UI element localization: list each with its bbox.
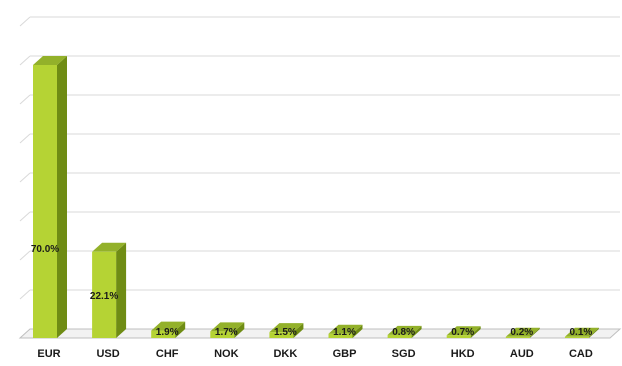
bar-hkd-top [446, 326, 481, 336]
category-label-nok: NOK [214, 348, 239, 360]
data-label-nok: 1.7% [215, 327, 238, 338]
bar-dkk-top [269, 323, 304, 333]
bar-usd-top [92, 242, 127, 252]
data-label-eur: 70.0% [31, 244, 59, 255]
bar-hkd-side [470, 326, 481, 338]
category-label-hkd: HKD [451, 348, 475, 360]
data-label-gbp: 1.1% [333, 327, 356, 338]
gridline-depth [19, 133, 31, 144]
bar-aud-top [505, 327, 540, 337]
bar-aud [505, 327, 540, 338]
bar-eur-front [33, 65, 57, 338]
bar-sgd-front [387, 334, 412, 338]
category-label-dkk: DKK [273, 348, 297, 360]
gridline-depth [19, 211, 31, 222]
bar-chf-front [151, 330, 176, 338]
bar-chf-side [175, 321, 186, 338]
bar-dkk [269, 323, 304, 338]
bar-gbp [328, 324, 363, 338]
data-label-dkk: 1.5% [274, 327, 297, 338]
bar-aud-side [529, 327, 540, 338]
category-label-sgd: SGD [392, 348, 416, 360]
category-label-usd: USD [96, 348, 119, 360]
bar-nok-front [210, 331, 235, 338]
bar-nok-side [234, 322, 245, 338]
category-label-gbp: GBP [333, 348, 357, 360]
bar-gbp-front [328, 333, 353, 338]
bar-sgd-top [387, 325, 422, 335]
gridline-depth [19, 250, 31, 261]
gridline-depth [19, 16, 31, 27]
category-label-cad: CAD [569, 348, 593, 360]
data-label-aud: 0.2% [510, 327, 533, 338]
bar-cad [564, 327, 599, 338]
bar-dkk-front [269, 332, 294, 338]
data-label-cad: 0.1% [570, 327, 593, 338]
bar-usd-front [92, 251, 117, 338]
data-labels: 70.0% 22.1% 1.9% 1.7% 1.5% 1.1% 0.8% 0.7% 0.2% 0.… [31, 244, 593, 338]
gridlines [19, 16, 620, 300]
gridline-depth [19, 172, 31, 183]
data-label-chf: 1.9% [156, 327, 179, 338]
bar-eur-side [57, 56, 67, 338]
bar-eur-top [33, 56, 67, 65]
bar-aud-front [505, 336, 530, 338]
bar-gbp-side [352, 324, 363, 338]
bar-nok-top [210, 322, 245, 332]
bar-chf-top [151, 321, 186, 331]
bar-sgd-side [411, 325, 422, 338]
bar-eur [33, 56, 67, 338]
gridline-depth [19, 55, 31, 66]
bar-nok [210, 322, 245, 338]
bars [33, 56, 599, 338]
category-label-aud: AUD [510, 348, 534, 360]
x-axis-labels: EUR USD CHF NOK DKK GBP SGD HKD AUD CAD [37, 348, 592, 360]
bar-dkk-side [293, 323, 304, 338]
bar-usd [92, 242, 127, 338]
bar-cad-front [564, 336, 589, 338]
bar-cad-top [564, 327, 599, 337]
bar-usd-side [116, 242, 127, 338]
data-label-usd: 22.1% [90, 291, 118, 302]
bar-hkd-front [446, 335, 471, 338]
category-label-eur: EUR [37, 348, 60, 360]
gridline-depth [19, 94, 31, 105]
bar-chf [151, 321, 186, 338]
data-label-hkd: 0.7% [451, 327, 474, 338]
gridline-depth [19, 289, 31, 300]
data-label-sgd: 0.8% [392, 327, 415, 338]
category-label-chf: CHF [156, 348, 179, 360]
bar-hkd [446, 326, 481, 338]
bar-cad-side [588, 327, 599, 338]
bar-gbp-top [328, 324, 363, 334]
bar-sgd [387, 325, 422, 338]
